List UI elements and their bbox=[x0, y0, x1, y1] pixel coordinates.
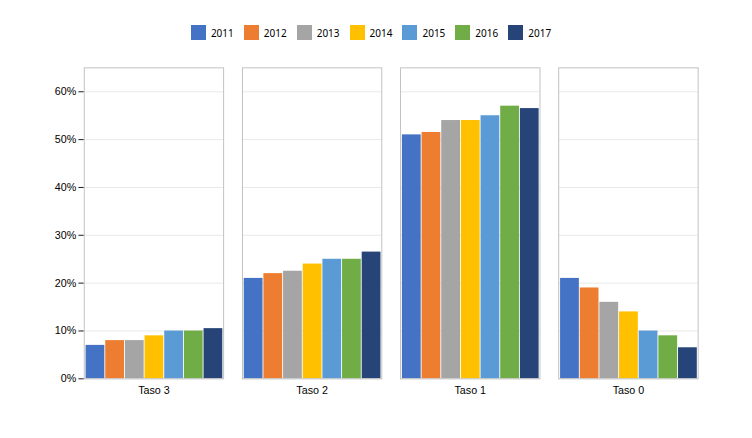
svg-text:10%: 10% bbox=[55, 324, 77, 336]
svg-text:60%: 60% bbox=[55, 85, 77, 97]
svg-text:50%: 50% bbox=[55, 133, 77, 145]
svg-text:Taso 1: Taso 1 bbox=[454, 384, 486, 396]
html-text:2013: 2013 bbox=[316, 25, 340, 40]
html-text:2016: 2016 bbox=[475, 25, 499, 40]
svg-text:30%: 30% bbox=[55, 229, 77, 241]
html-text:2011: 2011 bbox=[210, 25, 234, 40]
html-text:2012: 2012 bbox=[263, 25, 287, 40]
svg-text:Taso 3: Taso 3 bbox=[138, 384, 170, 396]
svg-text:Taso 0: Taso 0 bbox=[613, 384, 645, 396]
html-text:2015: 2015 bbox=[422, 25, 446, 40]
svg-text:Taso 2: Taso 2 bbox=[296, 384, 328, 396]
svg-text:0%: 0% bbox=[61, 372, 77, 384]
svg-text:40%: 40% bbox=[55, 181, 77, 193]
html-text:2017: 2017 bbox=[528, 25, 552, 40]
svg-text:20%: 20% bbox=[55, 277, 77, 289]
html-text:2014: 2014 bbox=[369, 25, 393, 40]
